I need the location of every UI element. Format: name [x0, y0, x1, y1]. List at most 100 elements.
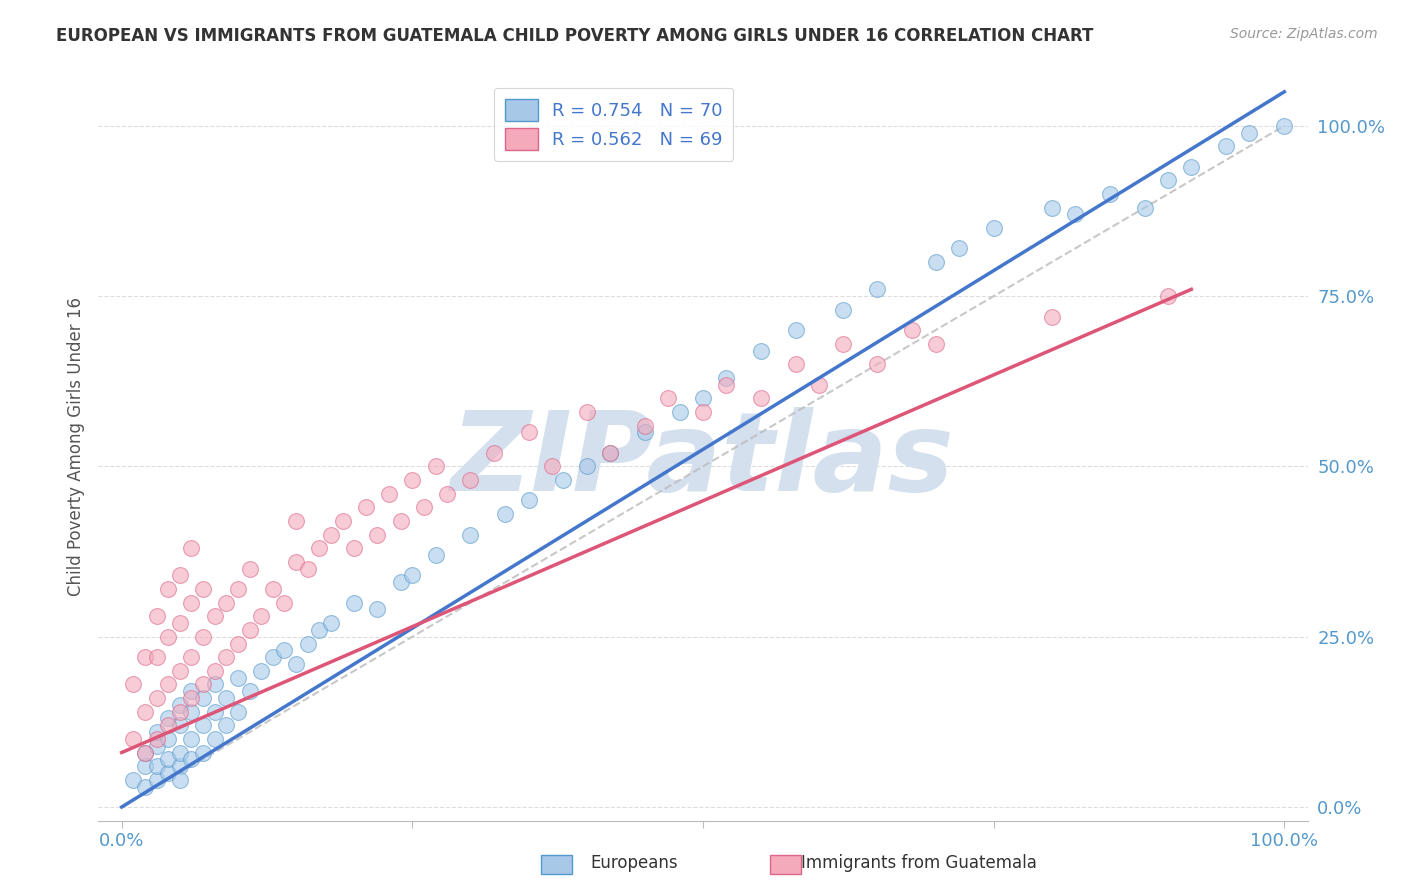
- Point: [749, 343, 772, 358]
- Point: [319, 527, 342, 541]
- Point: [169, 616, 191, 631]
- Point: [785, 357, 807, 371]
- Point: [180, 731, 202, 746]
- Text: Europeans: Europeans: [591, 855, 678, 872]
- Point: [180, 752, 202, 766]
- Point: [692, 405, 714, 419]
- Point: [191, 746, 214, 760]
- Point: [169, 759, 191, 773]
- Point: [169, 718, 191, 732]
- Point: [749, 392, 772, 406]
- Point: [157, 766, 180, 780]
- Point: [285, 555, 308, 569]
- Point: [482, 446, 505, 460]
- Point: [157, 677, 180, 691]
- Point: [145, 772, 167, 787]
- Point: [262, 650, 284, 665]
- Point: [226, 582, 249, 596]
- Point: [425, 459, 447, 474]
- Point: [866, 357, 889, 371]
- Text: ZIPatlas: ZIPatlas: [451, 408, 955, 515]
- Point: [866, 282, 889, 296]
- Legend: R = 0.754   N = 70, R = 0.562   N = 69: R = 0.754 N = 70, R = 0.562 N = 69: [495, 88, 734, 161]
- Point: [169, 705, 191, 719]
- Point: [145, 650, 167, 665]
- Point: [901, 323, 924, 337]
- Point: [157, 630, 180, 644]
- Point: [180, 596, 202, 610]
- Point: [157, 582, 180, 596]
- Point: [494, 507, 516, 521]
- Point: [785, 323, 807, 337]
- FancyBboxPatch shape: [770, 855, 801, 874]
- Point: [436, 486, 458, 500]
- Point: [948, 242, 970, 256]
- Point: [145, 725, 167, 739]
- Point: [285, 514, 308, 528]
- Point: [297, 561, 319, 575]
- Point: [716, 377, 738, 392]
- Point: [1215, 139, 1237, 153]
- Point: [366, 527, 388, 541]
- Point: [354, 500, 377, 515]
- Point: [401, 473, 423, 487]
- Point: [145, 691, 167, 706]
- Point: [145, 609, 167, 624]
- Point: [1133, 201, 1156, 215]
- Point: [204, 677, 226, 691]
- Point: [319, 616, 342, 631]
- Point: [169, 568, 191, 582]
- Point: [657, 392, 679, 406]
- Point: [1239, 126, 1261, 140]
- Text: EUROPEAN VS IMMIGRANTS FROM GUATEMALA CHILD POVERTY AMONG GIRLS UNDER 16 CORRELA: EUROPEAN VS IMMIGRANTS FROM GUATEMALA CH…: [56, 27, 1094, 45]
- Point: [924, 255, 946, 269]
- Point: [517, 425, 540, 440]
- Point: [285, 657, 308, 671]
- Point: [157, 718, 180, 732]
- Point: [273, 596, 295, 610]
- Point: [634, 425, 657, 440]
- Point: [401, 568, 423, 582]
- Point: [425, 548, 447, 562]
- Point: [343, 596, 366, 610]
- Point: [1040, 310, 1063, 324]
- Point: [169, 664, 191, 678]
- Point: [1040, 201, 1063, 215]
- Point: [134, 746, 156, 760]
- Point: [575, 459, 598, 474]
- Point: [180, 684, 202, 698]
- Point: [413, 500, 436, 515]
- Point: [180, 541, 202, 556]
- Point: [634, 418, 657, 433]
- Point: [250, 609, 273, 624]
- Point: [157, 752, 180, 766]
- Point: [169, 772, 191, 787]
- Point: [831, 336, 853, 351]
- Point: [191, 718, 214, 732]
- Point: [122, 772, 145, 787]
- Point: [134, 759, 156, 773]
- Point: [716, 371, 738, 385]
- Point: [1157, 289, 1180, 303]
- Point: [1272, 119, 1295, 133]
- Point: [169, 698, 191, 712]
- Point: [262, 582, 284, 596]
- Point: [273, 643, 295, 657]
- Point: [239, 684, 262, 698]
- Point: [134, 780, 156, 794]
- Point: [517, 493, 540, 508]
- Point: [134, 746, 156, 760]
- Point: [204, 664, 226, 678]
- Point: [250, 664, 273, 678]
- Point: [460, 527, 482, 541]
- Text: Source: ZipAtlas.com: Source: ZipAtlas.com: [1230, 27, 1378, 41]
- Point: [215, 691, 238, 706]
- Point: [668, 405, 690, 419]
- Point: [191, 677, 214, 691]
- Point: [169, 746, 191, 760]
- Point: [157, 731, 180, 746]
- Point: [191, 691, 214, 706]
- Point: [204, 731, 226, 746]
- Point: [134, 650, 156, 665]
- Point: [297, 636, 319, 650]
